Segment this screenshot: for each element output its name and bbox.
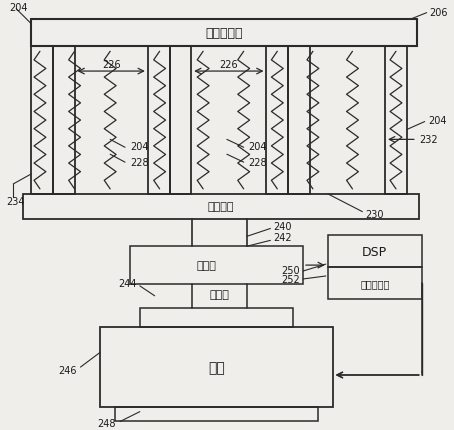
Bar: [169, 47, 191, 194]
Text: 204: 204: [249, 142, 267, 152]
Bar: [53, 47, 74, 194]
Text: 马达控制器: 马达控制器: [360, 278, 390, 288]
Text: 206: 206: [429, 8, 448, 18]
Text: 242: 242: [273, 233, 292, 243]
Text: 230: 230: [365, 209, 384, 219]
Text: 228: 228: [249, 158, 267, 168]
Bar: [266, 47, 288, 194]
Text: 半导体晶片: 半导体晶片: [205, 27, 242, 40]
Text: 240: 240: [273, 221, 292, 231]
Text: 204: 204: [429, 115, 447, 125]
Bar: [328, 267, 422, 299]
Text: 252: 252: [281, 274, 300, 284]
Text: DSP: DSP: [362, 245, 387, 258]
Text: 导螺杆: 导螺杆: [209, 289, 229, 299]
Text: 226: 226: [220, 60, 238, 70]
Text: 204: 204: [9, 3, 28, 12]
Bar: [130, 247, 303, 284]
Text: 马达: 马达: [208, 360, 225, 374]
Bar: [23, 194, 419, 219]
Text: 应变仪: 应变仪: [197, 261, 217, 270]
Bar: [328, 236, 422, 267]
Bar: [115, 407, 318, 421]
Bar: [31, 47, 53, 194]
Text: 232: 232: [420, 135, 439, 145]
Text: 228: 228: [130, 158, 148, 168]
Text: 204: 204: [130, 142, 148, 152]
Text: 248: 248: [98, 418, 116, 427]
Text: 246: 246: [58, 365, 77, 375]
Bar: [31, 19, 417, 47]
Text: 226: 226: [102, 60, 120, 70]
Bar: [385, 47, 407, 194]
Text: 234: 234: [6, 196, 25, 206]
Text: 250: 250: [281, 265, 300, 275]
Bar: [288, 47, 310, 194]
Bar: [100, 328, 333, 407]
Bar: [148, 47, 169, 194]
Bar: [140, 308, 293, 328]
Text: 销升降箕: 销升降箕: [207, 202, 234, 212]
Text: 244: 244: [118, 278, 137, 288]
